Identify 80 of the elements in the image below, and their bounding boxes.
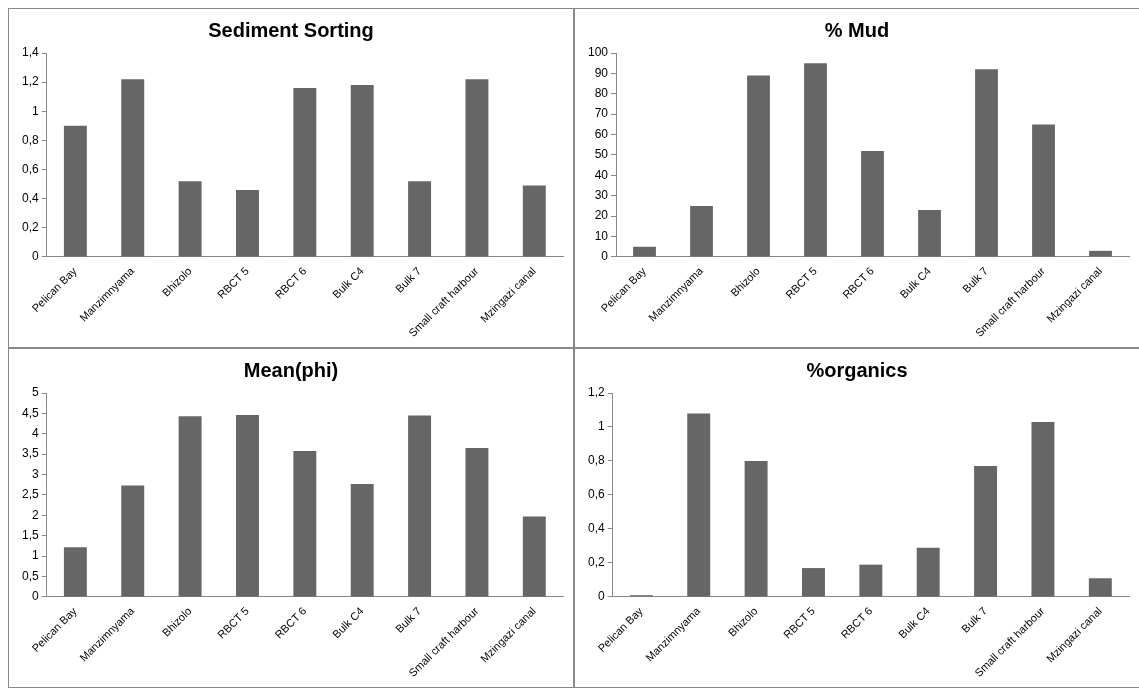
bar <box>63 547 87 597</box>
y-tick-label: 60 <box>594 126 609 141</box>
y-tick-label: 0 <box>597 589 605 604</box>
chart-title: %organics <box>806 358 908 381</box>
y-tick-label: 0,6 <box>587 487 605 502</box>
y-tick-label: 30 <box>594 188 609 203</box>
bar <box>859 564 883 597</box>
y-tick-label: 1,5 <box>21 528 39 543</box>
bar <box>522 516 546 597</box>
y-tick-label: 70 <box>594 106 609 121</box>
bar <box>744 460 768 597</box>
y-tick-label: 90 <box>594 65 609 80</box>
y-tick-label: 80 <box>594 86 609 101</box>
bar <box>687 413 711 597</box>
bar <box>121 79 145 257</box>
bar <box>918 210 941 257</box>
y-tick-label: 50 <box>594 147 609 162</box>
bar <box>690 205 713 257</box>
bar <box>236 415 259 597</box>
bar <box>1032 124 1055 257</box>
bar <box>465 448 489 597</box>
y-tick-label: 1 <box>31 103 39 118</box>
y-tick-label: 40 <box>594 167 609 182</box>
y-tick-label: 0 <box>31 249 39 264</box>
y-tick-label: 1,2 <box>587 385 605 400</box>
bar <box>293 87 317 257</box>
y-tick-label: 4 <box>31 426 39 441</box>
bar <box>747 75 770 257</box>
chart-title: Sediment Sorting <box>208 18 374 41</box>
y-tick-label: 5 <box>31 385 39 400</box>
y-tick-label: 100 <box>587 45 609 60</box>
y-tick-label: 2 <box>31 507 39 522</box>
bar <box>916 547 940 597</box>
y-tick-label: 3 <box>31 466 39 481</box>
bar <box>408 415 432 597</box>
y-tick-label: 3,5 <box>21 446 39 461</box>
bar <box>293 450 317 597</box>
x-tick-label: Bulk C4 <box>330 604 366 641</box>
y-tick-label: 4,5 <box>21 405 39 420</box>
bar <box>522 185 546 257</box>
y-tick-label: 0,8 <box>21 132 39 147</box>
y-tick-label: 10 <box>594 228 609 243</box>
x-tick-label: Bulk C4 <box>330 264 366 301</box>
y-tick-label: 0,4 <box>21 191 39 205</box>
bar <box>121 485 145 597</box>
bar <box>861 150 884 257</box>
bar <box>350 483 374 597</box>
x-tick-label: Bulk C4 <box>896 604 932 641</box>
bar <box>465 79 489 257</box>
bar <box>974 466 998 597</box>
bar <box>975 69 998 257</box>
y-tick-label: 0 <box>601 249 609 264</box>
bar <box>236 189 259 257</box>
y-tick-label: 2,5 <box>21 487 39 502</box>
y-tick-label: 1 <box>597 419 605 434</box>
bar <box>178 416 202 597</box>
bar <box>350 85 374 257</box>
bar <box>804 63 827 257</box>
y-tick-label: 1,4 <box>21 45 39 60</box>
bar <box>408 181 432 257</box>
bar <box>802 568 825 597</box>
y-tick-label: 1,2 <box>21 74 39 89</box>
y-tick-label: 0,6 <box>21 161 39 176</box>
x-tick-label: Bulk C4 <box>897 264 934 301</box>
y-tick-label: 0 <box>31 589 39 604</box>
chart-title: % Mud <box>824 18 890 41</box>
y-tick-label: 0,8 <box>587 453 605 468</box>
bar <box>63 125 87 257</box>
bar <box>1031 421 1055 597</box>
y-tick-label: 0,2 <box>21 220 39 235</box>
chart-title: Mean(phi) <box>243 358 339 381</box>
bar <box>178 181 202 257</box>
y-tick-label: 0,2 <box>587 555 605 570</box>
bar <box>1088 578 1112 597</box>
y-tick-label: 20 <box>594 208 609 223</box>
y-tick-label: 0,5 <box>21 568 39 583</box>
y-tick-label: 0,4 <box>587 521 605 536</box>
y-tick-label: 1 <box>31 548 39 563</box>
bar <box>633 246 656 257</box>
bar <box>1089 250 1112 257</box>
